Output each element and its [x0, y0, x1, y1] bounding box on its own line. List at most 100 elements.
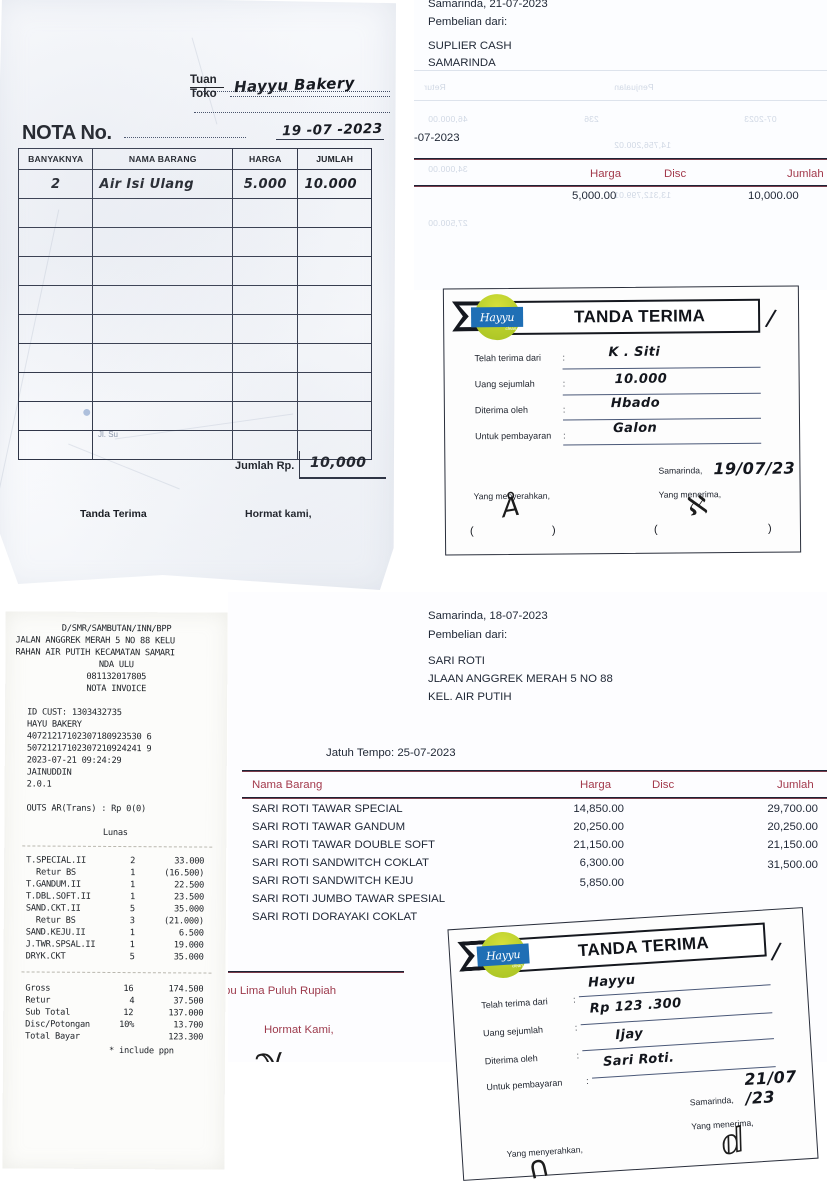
item-amount: 19.000 — [173, 940, 204, 951]
nota-items-table: BANYAKNYA NAMA BARANG HARGA JUMLAH 2 Air… — [17, 148, 372, 460]
item-amount: (21.000) — [163, 916, 204, 927]
total-label: Total Bayar — [25, 1031, 80, 1042]
paren-close-2: ) — [767, 522, 772, 535]
value-telah-terima-dari: Hayyu — [587, 972, 636, 991]
value-uang-sejumlah: 10.000 — [614, 371, 668, 388]
terbilang-rule — [228, 971, 404, 973]
item-harga: 14,850.00 — [573, 803, 624, 815]
signature-sari-roti: ℽ — [253, 1037, 288, 1062]
cell-name — [92, 430, 234, 460]
item-jumlah: 20,250.00 — [767, 821, 818, 833]
line-4 — [563, 442, 762, 446]
tanda-terima-receipt-2: Hayyu clean TANDA TERIMA / Telah terima … — [447, 907, 819, 1187]
showthrough-rule — [414, 70, 827, 71]
logo-brand-text: Hayyu — [471, 306, 524, 328]
showthrough-text: 07-2023 — [744, 114, 777, 124]
thermal-barcode-1: 40721217102307180923530 6 — [26, 731, 152, 743]
hayyu-logo-icon: Hayyu clean — [471, 293, 524, 341]
thermal-cust-name: HAYU BAKERY — [26, 719, 82, 730]
city-label: Samarinda, — [658, 465, 703, 476]
cell-name: Air Isi Ulang — [92, 169, 234, 199]
tanda-terima-receipt-1: Hayyu clean TANDA TERIMA / Telah terima … — [442, 285, 802, 556]
cell-harga: 5,000.00 — [572, 190, 617, 202]
table-row — [17, 314, 372, 344]
column-header-jumlah: Jumlah — [777, 779, 814, 791]
total-qty: 12 — [123, 1008, 134, 1019]
table-row — [17, 256, 372, 286]
cell-name — [92, 256, 234, 286]
thermal-divider — [22, 845, 213, 848]
item-amount: (16.500) — [164, 868, 205, 879]
colon-2: : — [562, 378, 566, 389]
cell-amount — [297, 198, 372, 228]
column-header-disc: Disc — [664, 168, 687, 180]
item-qty: 1 — [130, 868, 136, 879]
value-uang-sejumlah: Rp 123 .300 — [589, 995, 683, 1017]
thermal-address-1: JALAN ANGGREK MERAH 5 NO 88 KELU — [15, 635, 175, 647]
thermal-outs-ar: OUTS AR(Trans) : Rp 0(0) — [26, 803, 147, 815]
cell-qty — [17, 285, 94, 315]
column-header-banyaknya: BANYAKNYA — [17, 148, 94, 170]
value-diterima-oleh: Ijay — [614, 1026, 644, 1044]
thermal-nota-invoice-document: D/SMR/SAMBUTAN/INN/BPP JALAN ANGGREK MER… — [2, 611, 228, 1170]
cell-amount — [297, 372, 372, 402]
nota-no-rule — [124, 137, 246, 138]
item-name: T.SPECIAL.II — [26, 855, 86, 866]
label-telah-terima-dari: Telah terima dari — [480, 996, 548, 1011]
item-name: Retur BS — [25, 915, 76, 926]
toko-label: Toko — [190, 87, 217, 100]
total-label: Gross — [25, 983, 51, 994]
blue-ink-stamp: ● — [80, 403, 93, 422]
pembelian-label: Pembelian dari: — [428, 629, 508, 641]
table-top-rule — [414, 158, 827, 160]
cell-name — [92, 314, 234, 344]
cell-price — [232, 256, 299, 286]
cell-price — [232, 314, 299, 344]
total-box — [299, 451, 386, 479]
item-name: T.GANDUM.II — [26, 879, 81, 890]
table-row: 2 Air Isi Ulang 5.000 10.000 — [17, 169, 372, 199]
total-label: Jumlah Rp. — [235, 460, 295, 472]
cell-qty — [17, 198, 94, 228]
line-2 — [562, 392, 761, 396]
item-name: T.DBL.SOFT.II — [25, 891, 91, 902]
thermal-operator: JAINUDDIN — [26, 767, 72, 778]
receipt-title: TANDA TERIMA — [574, 306, 706, 327]
item-jumlah: 21,150.00 — [767, 839, 818, 851]
cell-name — [92, 372, 234, 402]
signature-menyerahkan: Å — [499, 491, 522, 525]
label-diterima-oleh: Diterima oleh — [474, 404, 528, 416]
item-name: SARI ROTI SANDWITCH KEJU — [252, 875, 414, 887]
invoice-partial-date: -07-2023 — [414, 132, 460, 144]
date-handwritten: 19/07/23 — [713, 458, 796, 479]
cell-amount — [297, 285, 372, 315]
showthrough-text: 27,500.00 — [428, 218, 468, 228]
total-qty: 10% — [119, 1020, 135, 1031]
table-row — [17, 343, 372, 373]
nota-date-handwritten: 19 -07 -2023 — [281, 120, 383, 140]
paren-close-1: ) — [551, 524, 556, 537]
cell-price — [232, 285, 299, 315]
showthrough-text: 34,000.00 — [428, 164, 468, 174]
thermal-phone: 081132017805 — [86, 671, 147, 683]
pembelian-label: Pembelian dari: — [428, 16, 508, 28]
supplier-name: SARI ROTI — [428, 655, 485, 667]
thermal-doc-type: NOTA INVOICE — [86, 683, 147, 695]
item-name: SARI ROTI TAWAR DOUBLE SOFT — [252, 839, 435, 851]
thermal-divider-2 — [21, 971, 212, 974]
total-label: Sub Total — [25, 1007, 71, 1018]
total-label: Disc/Potongan — [25, 1019, 90, 1030]
showthrough-text: Retur — [424, 82, 446, 92]
value-diterima-oleh: Hbado — [610, 395, 661, 412]
showthrough-text: 236 — [584, 114, 599, 124]
column-header-jumlah: Jumlah — [787, 168, 824, 180]
invoice-city-date: Samarinda, 21-07-2023 — [428, 0, 548, 10]
label-uang-sejumlah: Uang sejumlah — [474, 378, 535, 390]
cell-qty — [17, 343, 94, 373]
total-qty: 4 — [129, 996, 135, 1007]
item-jumlah: 29,700.00 — [767, 803, 818, 815]
table-row — [17, 198, 372, 228]
showthrough-rule — [414, 100, 827, 101]
slash-mark: / — [769, 936, 783, 968]
item-harga: 21,150.00 — [573, 839, 624, 851]
